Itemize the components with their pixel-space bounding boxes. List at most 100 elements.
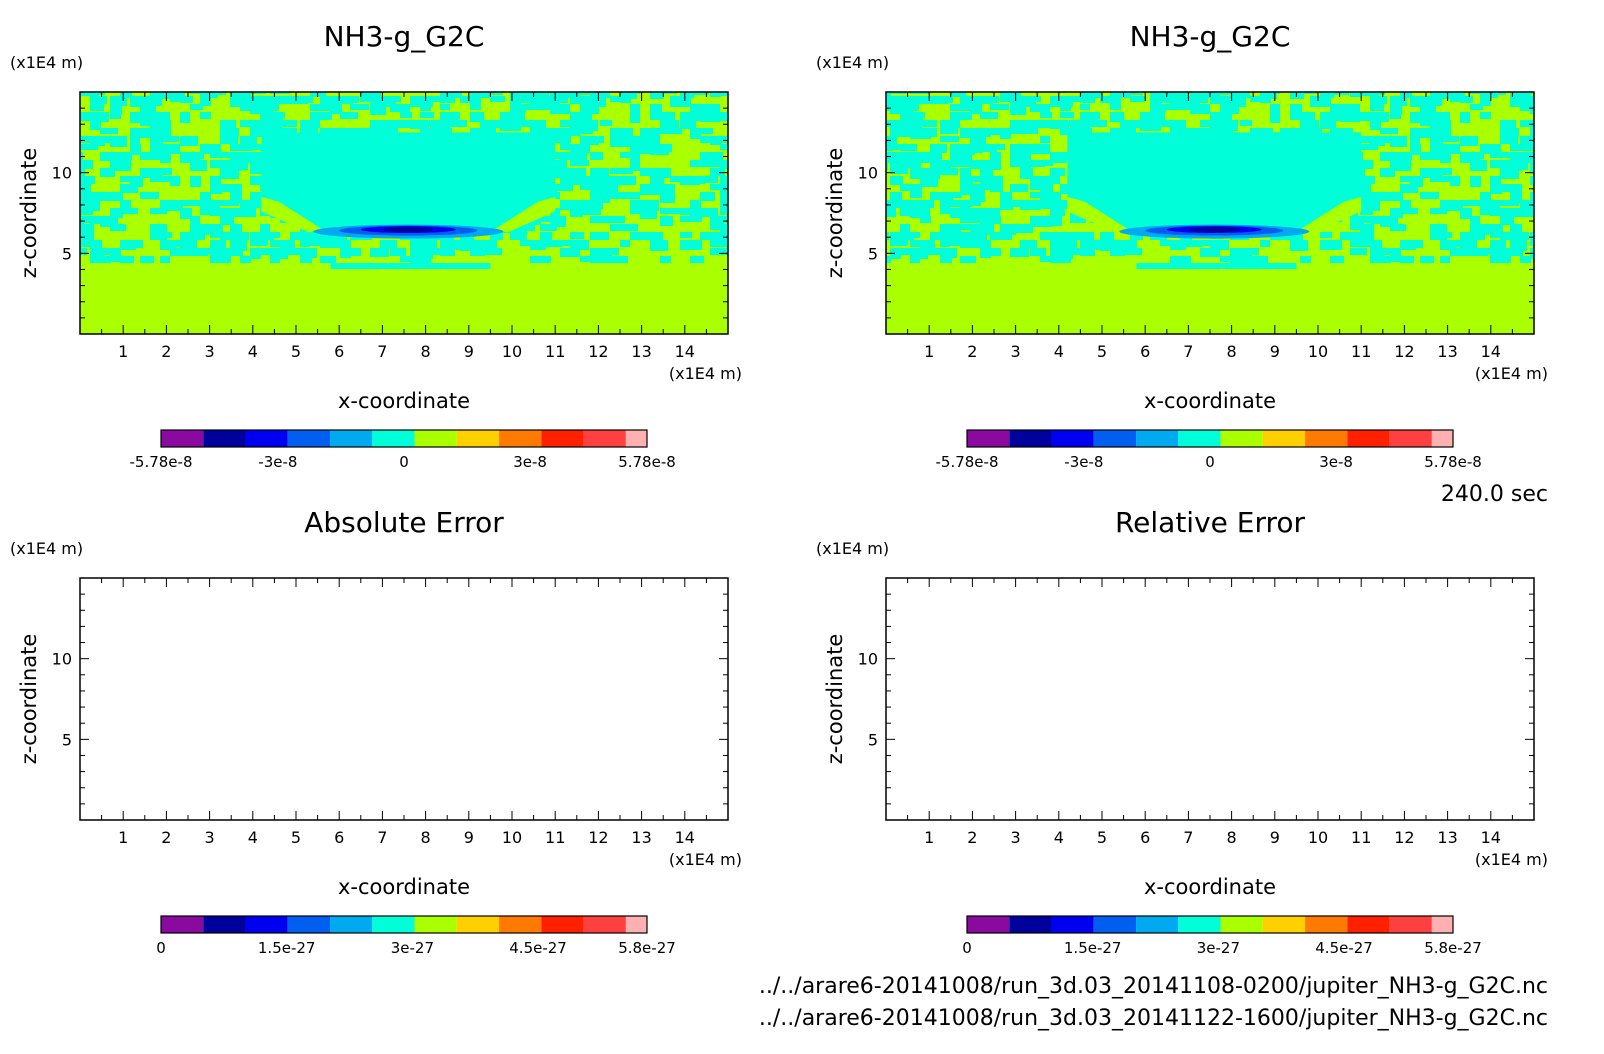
colorbar-swatch xyxy=(583,430,626,447)
colorbar-swatch xyxy=(541,430,584,447)
x-axis-label: x-coordinate xyxy=(1144,875,1276,899)
colorbar-swatch xyxy=(967,430,1010,447)
y-tick-label: 10 xyxy=(52,650,72,669)
x-unit-label: (x1E4 m) xyxy=(669,364,742,383)
colorbar-swatch xyxy=(967,916,1010,933)
colorbar-swatch xyxy=(1347,430,1390,447)
x-tick-label: 14 xyxy=(1481,342,1501,361)
y-tick-label: 5 xyxy=(62,730,72,749)
colorbar-tick-label: -3e-8 xyxy=(258,453,297,471)
colorbar-tick-label: 5.78e-8 xyxy=(618,453,676,471)
x-tick-label: 2 xyxy=(967,828,977,847)
x-tick-label: 3 xyxy=(1011,342,1021,361)
colorbar-swatch xyxy=(1220,916,1263,933)
x-tick-label: 1 xyxy=(118,342,128,361)
colorbar-swatch xyxy=(372,430,415,447)
x-tick-label: 5 xyxy=(1097,828,1107,847)
x-tick-label: 5 xyxy=(291,828,301,847)
colorbar-frame xyxy=(966,915,1454,934)
panel-title: NH3-g_G2C xyxy=(1130,20,1291,53)
plot-area xyxy=(885,577,1535,821)
x-unit-label: (x1E4 m) xyxy=(669,850,742,869)
field-right-slope xyxy=(494,196,556,233)
x-axis-label: x-coordinate xyxy=(1144,389,1276,413)
colorbar: 0 1.5e-27 3e-27 4.5e-27 5.8e-27 xyxy=(156,915,676,957)
colorbar-swatch xyxy=(1009,916,1052,933)
y-tick-label: 5 xyxy=(62,244,72,263)
x-tick-label: 9 xyxy=(464,828,474,847)
colorbar-swatch xyxy=(1389,430,1432,447)
x-tick-label: 10 xyxy=(502,828,522,847)
colorbar-tick-label: 3e-8 xyxy=(513,453,547,471)
x-axis-label: x-coordinate xyxy=(338,389,470,413)
x-tick-label: 9 xyxy=(1270,828,1280,847)
y-axis-label: z-coordinate xyxy=(17,148,41,279)
x-tick-label: 6 xyxy=(334,828,344,847)
x-axis-label: x-coordinate xyxy=(338,875,470,899)
colorbar-swatch xyxy=(499,430,542,447)
colorbar-swatch xyxy=(372,916,415,933)
x-tick-label: 3 xyxy=(205,828,215,847)
x-tick-label: 4 xyxy=(248,342,258,361)
x-tick-label: 5 xyxy=(1097,342,1107,361)
x-tick-label: 12 xyxy=(1394,828,1414,847)
plot-frame xyxy=(79,577,729,821)
colorbar-swatch xyxy=(1431,916,1453,933)
x-tick-label: 8 xyxy=(1227,342,1237,361)
x-tick-label: 6 xyxy=(1140,342,1150,361)
file-path-1: ../../arare6-20141008/run_3d.03_20141108… xyxy=(759,974,1548,999)
x-tick-label: 11 xyxy=(545,828,565,847)
time-label: 240.0 sec xyxy=(1441,482,1548,507)
colorbar-swatch xyxy=(330,916,373,933)
x-tick-label: 2 xyxy=(967,342,977,361)
anomaly-core xyxy=(382,227,435,233)
x-tick-label: 9 xyxy=(464,342,474,361)
plot-frame xyxy=(885,577,1535,821)
plot-area xyxy=(79,577,729,821)
colorbar-tick-label: 3e-8 xyxy=(1319,453,1353,471)
y-axis-label: z-coordinate xyxy=(823,634,847,765)
x-tick-label: 10 xyxy=(502,342,522,361)
colorbar-swatch xyxy=(1093,916,1137,933)
x-tick-label: 13 xyxy=(1437,828,1457,847)
colorbar-swatch xyxy=(1051,430,1094,447)
colorbar-tick-label: -5.78e-8 xyxy=(936,453,999,471)
colorbar-swatch xyxy=(1305,430,1348,447)
y-axis: 5 10 z-coordinate xyxy=(17,593,728,805)
colorbar-swatch xyxy=(1093,430,1137,447)
colorbar: -5.78e-8 -3e-8 0 3e-8 5.78e-8 xyxy=(130,429,676,471)
colorbar-tick-label: 0 xyxy=(1205,453,1215,471)
colorbar-swatch xyxy=(1220,430,1263,447)
colorbar-swatch xyxy=(245,430,288,447)
field-trough xyxy=(330,263,491,270)
y-axis: 5 10 z-coordinate xyxy=(17,107,728,319)
colorbar-swatch xyxy=(1178,916,1221,933)
colorbar: -5.78e-8 -3e-8 0 3e-8 5.78e-8 xyxy=(936,429,1482,471)
x-tick-label: 1 xyxy=(118,828,128,847)
y-axis: 5 10 z-coordinate xyxy=(823,593,1534,805)
x-tick-label: 11 xyxy=(545,342,565,361)
x-tick-label: 8 xyxy=(421,342,431,361)
colorbar-swatch xyxy=(330,430,373,447)
field-central-region xyxy=(1067,132,1362,230)
colorbar-tick-label: 5.8e-27 xyxy=(618,939,676,957)
colorbar-swatch xyxy=(1136,916,1179,933)
x-tick-label: 12 xyxy=(1394,342,1414,361)
x-tick-label: 9 xyxy=(1270,342,1280,361)
x-tick-label: 4 xyxy=(1054,342,1064,361)
panel-3: Absolute Error(x1E4 m)1 2 3 4 5 6 7 8 9 10 11 12 13 1… xyxy=(10,506,742,957)
field-right-slope xyxy=(1300,196,1362,233)
field-lower-region xyxy=(80,263,728,334)
x-tick-label: 7 xyxy=(377,828,387,847)
colorbar: 0 1.5e-27 3e-27 4.5e-27 5.8e-27 xyxy=(962,915,1482,957)
colorbar-frame xyxy=(966,429,1454,448)
panel-2: NH3-g_G2C(x1E4 m)1 2 3 4 5 6 7 8 9 10 11 12 13 14(x1E… xyxy=(816,20,1548,471)
x-tick-label: 1 xyxy=(924,828,934,847)
colorbar-tick-label: 4.5e-27 xyxy=(509,939,567,957)
colorbar-swatch xyxy=(1262,916,1306,933)
colorbar-swatch xyxy=(414,430,457,447)
field-left-slope xyxy=(261,196,322,233)
colorbar-swatch xyxy=(499,916,542,933)
x-tick-label: 14 xyxy=(1481,828,1501,847)
colorbar-swatch xyxy=(287,430,331,447)
